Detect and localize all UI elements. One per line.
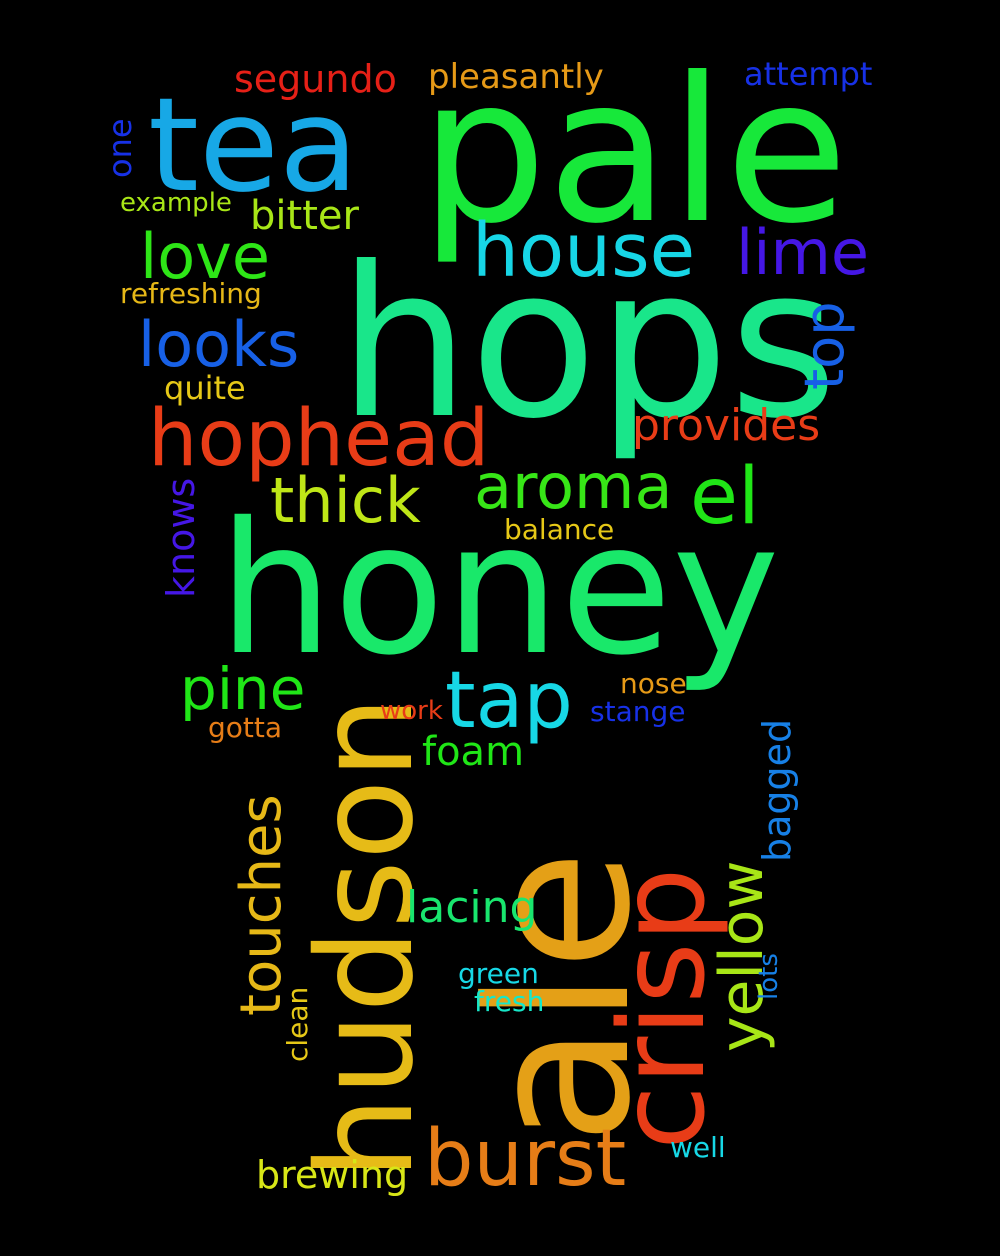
word-well: well <box>670 1131 726 1164</box>
word-hophead: hophead <box>148 394 490 484</box>
word-quite: quite <box>164 369 246 407</box>
word-knows: knows <box>159 477 203 598</box>
word-top: top <box>793 301 856 391</box>
word-example: example <box>120 188 232 218</box>
word-love: love <box>140 220 270 293</box>
word-house: house <box>472 208 696 294</box>
word-work: work <box>380 696 443 726</box>
word-balance: balance <box>504 513 615 546</box>
word-crisp: crisp <box>593 867 731 1150</box>
word-fresh: fresh <box>474 985 545 1018</box>
word-bitter: bitter <box>250 193 359 239</box>
word-el: el <box>690 452 760 542</box>
word-provides: provides <box>632 400 821 451</box>
word-stange: stange <box>590 695 686 728</box>
word-pleasantly: pleasantly <box>428 57 604 97</box>
word-pale: pale <box>420 35 849 268</box>
word-touches: touches <box>229 794 294 1016</box>
word-lacing: lacing <box>406 882 538 933</box>
word-pine: pine <box>180 655 306 723</box>
word-segundo: segundo <box>234 57 397 101</box>
word-attempt: attempt <box>744 55 873 93</box>
word-hops: hops <box>338 223 838 465</box>
word-clean: clean <box>281 986 314 1062</box>
word-tea: tea <box>148 69 359 221</box>
word-bagged: bagged <box>755 718 799 862</box>
word-lime: lime <box>736 216 869 289</box>
word-looks: looks <box>138 308 300 381</box>
word-thick: thick <box>270 464 421 537</box>
word-foam: foam <box>422 729 525 775</box>
word-gotta: gotta <box>208 711 283 744</box>
word-burst: burst <box>424 1114 627 1204</box>
word-green: green <box>458 957 539 990</box>
word-tap: tap <box>445 656 573 746</box>
word-lots: lots <box>754 953 784 1000</box>
word-one: one <box>101 118 139 178</box>
word-refreshing: refreshing <box>120 277 262 310</box>
word-aroma: aroma <box>474 450 673 523</box>
word-honey: honey <box>218 483 780 695</box>
word-brewing: brewing <box>256 1153 409 1197</box>
word-nose: nose <box>620 667 687 700</box>
word-hudson: hudson <box>289 695 443 1180</box>
